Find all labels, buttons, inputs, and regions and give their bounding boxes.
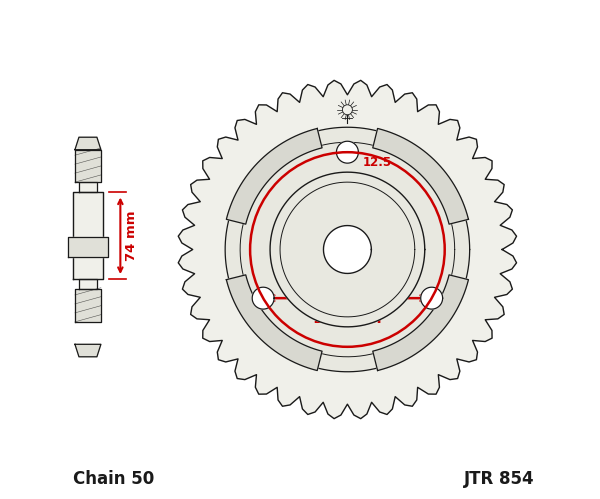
Polygon shape: [225, 127, 470, 372]
Polygon shape: [373, 128, 469, 224]
Text: 12.5: 12.5: [362, 156, 392, 169]
Text: 74 mm: 74 mm: [125, 211, 138, 261]
Polygon shape: [79, 182, 97, 192]
Text: JTR 854: JTR 854: [464, 470, 535, 488]
Polygon shape: [75, 344, 101, 357]
Polygon shape: [178, 80, 517, 419]
Text: Chain 50: Chain 50: [73, 470, 154, 488]
Circle shape: [343, 105, 352, 115]
Polygon shape: [75, 150, 101, 182]
Polygon shape: [226, 128, 322, 224]
Polygon shape: [421, 287, 443, 309]
Polygon shape: [323, 226, 371, 273]
Text: 110 mm: 110 mm: [313, 310, 382, 326]
Polygon shape: [75, 137, 101, 150]
Polygon shape: [337, 141, 358, 163]
Polygon shape: [68, 237, 108, 257]
Polygon shape: [270, 172, 425, 327]
Polygon shape: [79, 279, 97, 289]
Polygon shape: [373, 275, 469, 371]
Polygon shape: [252, 287, 274, 309]
Polygon shape: [75, 289, 101, 322]
Polygon shape: [73, 192, 103, 279]
Polygon shape: [226, 275, 322, 371]
